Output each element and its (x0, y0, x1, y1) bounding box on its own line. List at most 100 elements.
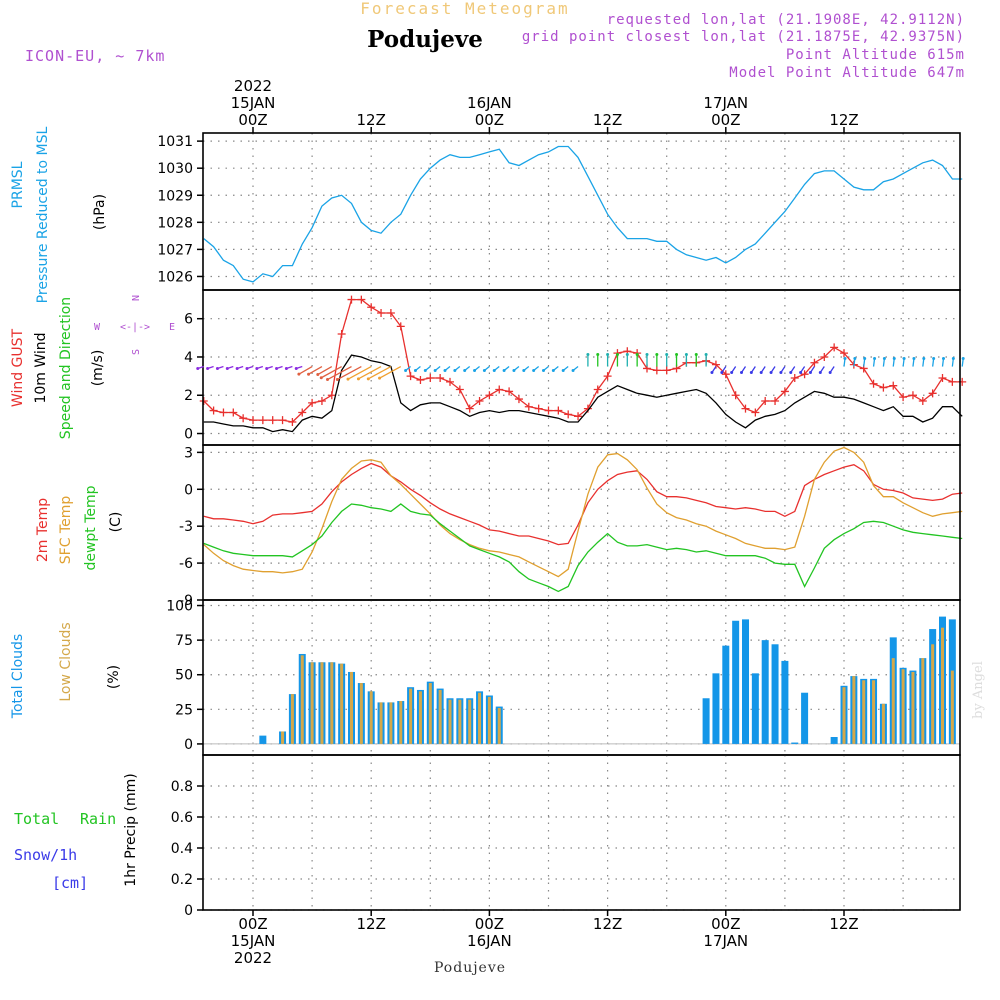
top-tick-label: 12Z (357, 111, 386, 129)
bottom-location: Podujeve (434, 960, 506, 976)
low-cloud-bar (369, 691, 373, 744)
clouds-panel-labels: Total Clouds Low Clouds (%) (10, 622, 122, 719)
low-cloud-bar (872, 680, 876, 744)
top-tick-label: 17JAN (703, 94, 748, 112)
wind-arrow (298, 365, 313, 375)
gust-marker (258, 416, 267, 425)
gust-marker (574, 412, 583, 421)
total-cloud-bar (712, 673, 720, 744)
low-cloud-bar (852, 676, 856, 744)
wind-arrow-head (789, 371, 793, 375)
clouds-label-1: Total Clouds (10, 634, 26, 719)
gust-marker (721, 370, 730, 379)
wind-arrow (320, 365, 342, 379)
wind-arrow-head (265, 367, 269, 371)
wind-arrow (347, 365, 372, 380)
super-title: Forecast Meteogram (360, 0, 569, 18)
wind-arrow-head (645, 353, 649, 357)
y-tick-label: 75 (175, 633, 193, 649)
wind-arrow-head (453, 369, 457, 373)
low-cloud-bar (901, 669, 905, 744)
y-tick-label: 4 (184, 350, 193, 366)
wind-arrow-head (275, 367, 279, 371)
wind-arrow-head (749, 371, 753, 375)
compass-arrow: <-|-> (120, 322, 150, 333)
low-cloud-bar (340, 663, 344, 744)
low-cloud-bar (428, 683, 432, 744)
gust-marker (396, 322, 405, 331)
y-tick-label: -9 (179, 593, 193, 609)
gust-marker (652, 366, 661, 375)
pressure-panel-labels: PRMSL Pressure Reduced to MSL (hPa) (10, 126, 108, 303)
total-cloud-bar (801, 692, 809, 744)
total-cloud-bar (722, 645, 730, 744)
precip-panel-labels: Total Rain Snow/1h [cm] 1hr Precip (mm) (14, 773, 139, 892)
wind-arrow-head (423, 369, 427, 373)
top-tick-label: 00Z (475, 111, 504, 129)
low-cloud-bar (911, 671, 915, 744)
wind-label-1: Wind GUST (10, 328, 26, 407)
wind-arrow-head (443, 369, 447, 373)
low-cloud-bar (399, 701, 403, 744)
wind-arrow-head (863, 357, 867, 361)
wind-arrow-head (522, 369, 526, 373)
wind-arrow-head (843, 357, 847, 361)
wind-arrow-head (655, 353, 659, 357)
gust-marker (879, 383, 888, 392)
model-altitude: Model Point Altitude 647m (729, 65, 965, 81)
wind-arrow-head (818, 371, 822, 375)
precip-frame (202, 754, 961, 911)
series-line-prmsl (203, 145, 963, 283)
pressure-panel: 1026 1027 1028 1029 1030 1031 (157, 132, 963, 291)
gust-marker (899, 393, 908, 402)
top-tick-label: 00Z (711, 111, 740, 129)
compass-w: W (94, 322, 101, 333)
wind-arrow (308, 365, 323, 375)
low-cloud-bar (350, 671, 353, 744)
bottom-tick-label: 00Z (238, 915, 267, 933)
wind-arrow (327, 365, 352, 381)
gust-marker (741, 404, 750, 413)
gust-marker (751, 408, 760, 417)
wind-arrow-head (932, 357, 936, 361)
bottom-tick-label: 16JAN (467, 932, 512, 950)
wind-arrow-head (319, 376, 323, 380)
top-tick-label: 12Z (593, 111, 622, 129)
wind-arrow-head (586, 353, 590, 357)
wind-arrow-head (307, 372, 311, 376)
wind-arrow-head (206, 367, 210, 371)
wind-arrow-head (255, 367, 259, 371)
wind-arrow-head (779, 371, 783, 375)
low-cloud-bar (891, 658, 895, 744)
wind-arrow-head (853, 357, 857, 361)
gust-marker (514, 395, 523, 404)
y-tick-label: 1031 (157, 134, 193, 150)
wind-arrow-head (492, 369, 496, 373)
gust-marker (416, 375, 425, 384)
gust-marker (761, 396, 770, 405)
gust-marker (465, 404, 474, 413)
wind-arrow (367, 365, 392, 380)
gust-marker (308, 398, 317, 407)
y-tick-label: 0.2 (171, 872, 193, 888)
low-cloud-bar (497, 707, 501, 744)
clouds-label-2: Low Clouds (58, 622, 74, 701)
y-tick-label: 3 (184, 445, 193, 461)
wind-arrow-head (951, 357, 955, 361)
total-cloud-bar (751, 673, 759, 744)
low-cloud-bar (448, 699, 452, 744)
precip-panel: 0 0.2 0.4 0.6 0.8 (171, 754, 961, 919)
y-tick-label: 0 (184, 427, 193, 443)
y-tick-label: 0.4 (171, 841, 193, 857)
gust-marker (505, 387, 514, 396)
wind-frame (202, 289, 961, 446)
gust-marker (889, 381, 898, 390)
pressure-label-2: Pressure Reduced to MSL (35, 126, 51, 303)
wind-arrow-head (532, 369, 536, 373)
gust-marker (830, 343, 839, 352)
gust-marker (554, 406, 563, 415)
precip-label-rain: Rain (80, 810, 116, 828)
y-tick-label: 0 (184, 737, 193, 753)
wind-arrow-head (828, 371, 832, 375)
temp-label-3: dewpt Temp (83, 485, 99, 570)
